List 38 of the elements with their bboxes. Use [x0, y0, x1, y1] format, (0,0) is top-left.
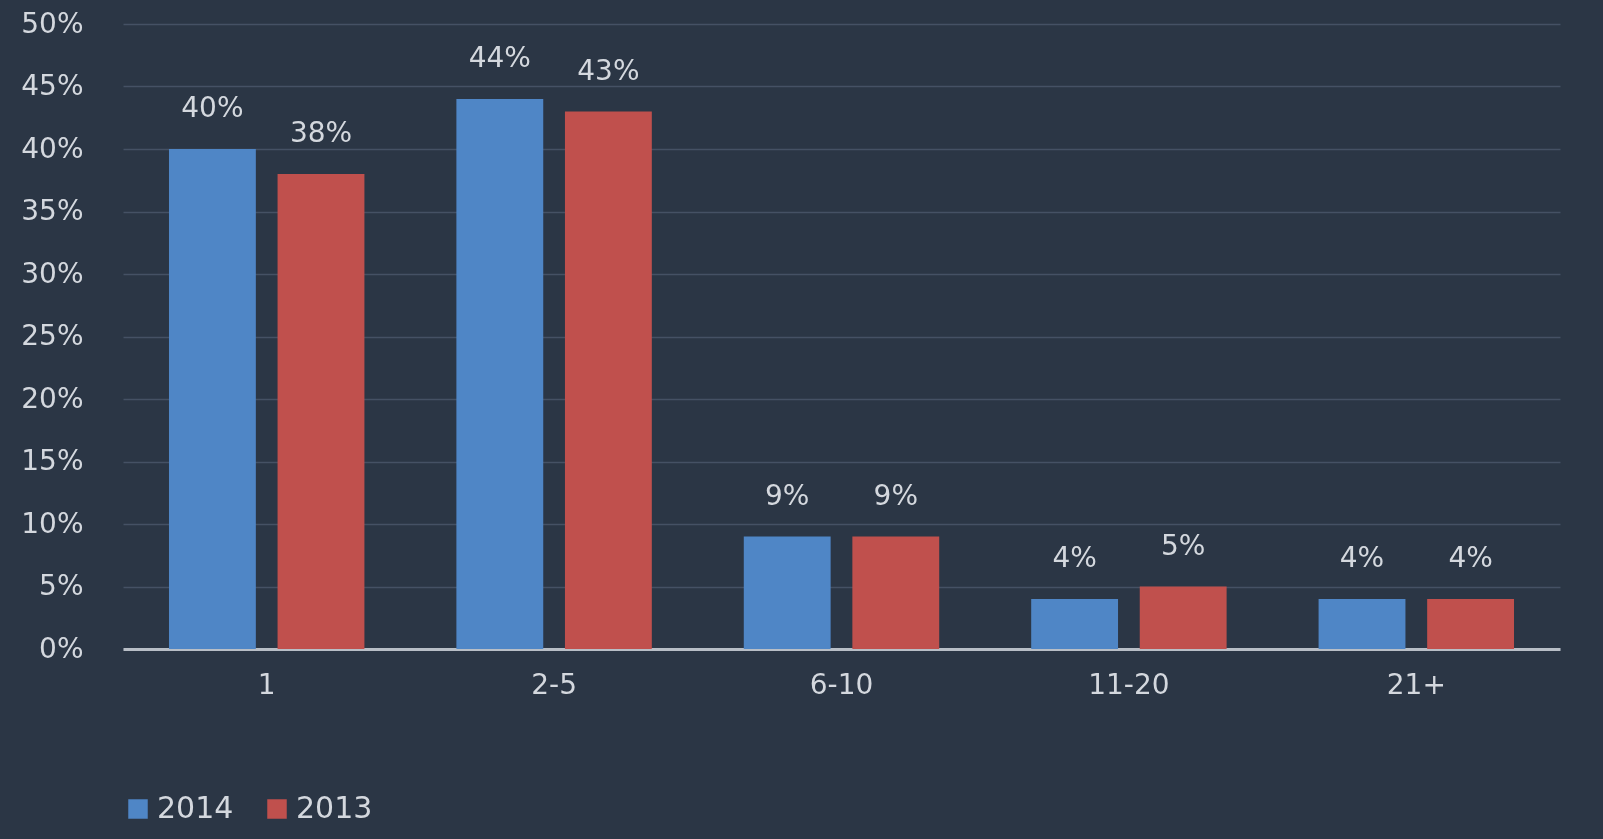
- y-tick-label: 15%: [21, 444, 84, 477]
- bar: [1139, 586, 1227, 649]
- y-tick-label: 0%: [39, 631, 84, 665]
- data-label: 9%: [765, 478, 810, 512]
- x-tick-label: 21+: [1386, 667, 1446, 701]
- y-tick-label: 20%: [21, 381, 84, 415]
- legend-label: 2013: [296, 790, 373, 825]
- y-tick-label: 50%: [21, 6, 84, 40]
- x-tick-label: 11-20: [1088, 667, 1170, 701]
- y-tick-label: 30%: [21, 256, 84, 290]
- x-tick-label: 6-10: [809, 667, 874, 701]
- bar: [1318, 599, 1406, 649]
- bar: [456, 99, 544, 649]
- y-tick-label: 5%: [39, 569, 84, 602]
- bar: [564, 111, 652, 649]
- x-tick-label: 1: [257, 667, 276, 701]
- bar: [277, 174, 365, 649]
- bar: [1427, 599, 1515, 649]
- y-tick-label: 10%: [21, 506, 84, 540]
- data-label: 38%: [289, 116, 353, 149]
- data-label: 9%: [873, 478, 918, 512]
- x-tick-label: 2-5: [531, 667, 577, 701]
- y-tick-label: 25%: [21, 319, 84, 352]
- data-label: 5%: [1160, 528, 1206, 562]
- bar: [743, 536, 831, 649]
- data-label: 40%: [181, 91, 244, 124]
- y-tick-label: 40%: [21, 131, 84, 165]
- data-label: 44%: [468, 41, 531, 74]
- data-label: 4%: [1339, 541, 1385, 574]
- bar: [1031, 599, 1119, 649]
- data-label: 43%: [577, 53, 640, 87]
- data-label: 4%: [1448, 541, 1493, 574]
- bar: [852, 536, 940, 649]
- y-tick-label: 35%: [21, 194, 84, 227]
- bar: [168, 149, 256, 649]
- legend-label: 2014: [157, 790, 234, 825]
- data-label: 4%: [1052, 541, 1097, 574]
- y-tick-label: 45%: [21, 69, 84, 102]
